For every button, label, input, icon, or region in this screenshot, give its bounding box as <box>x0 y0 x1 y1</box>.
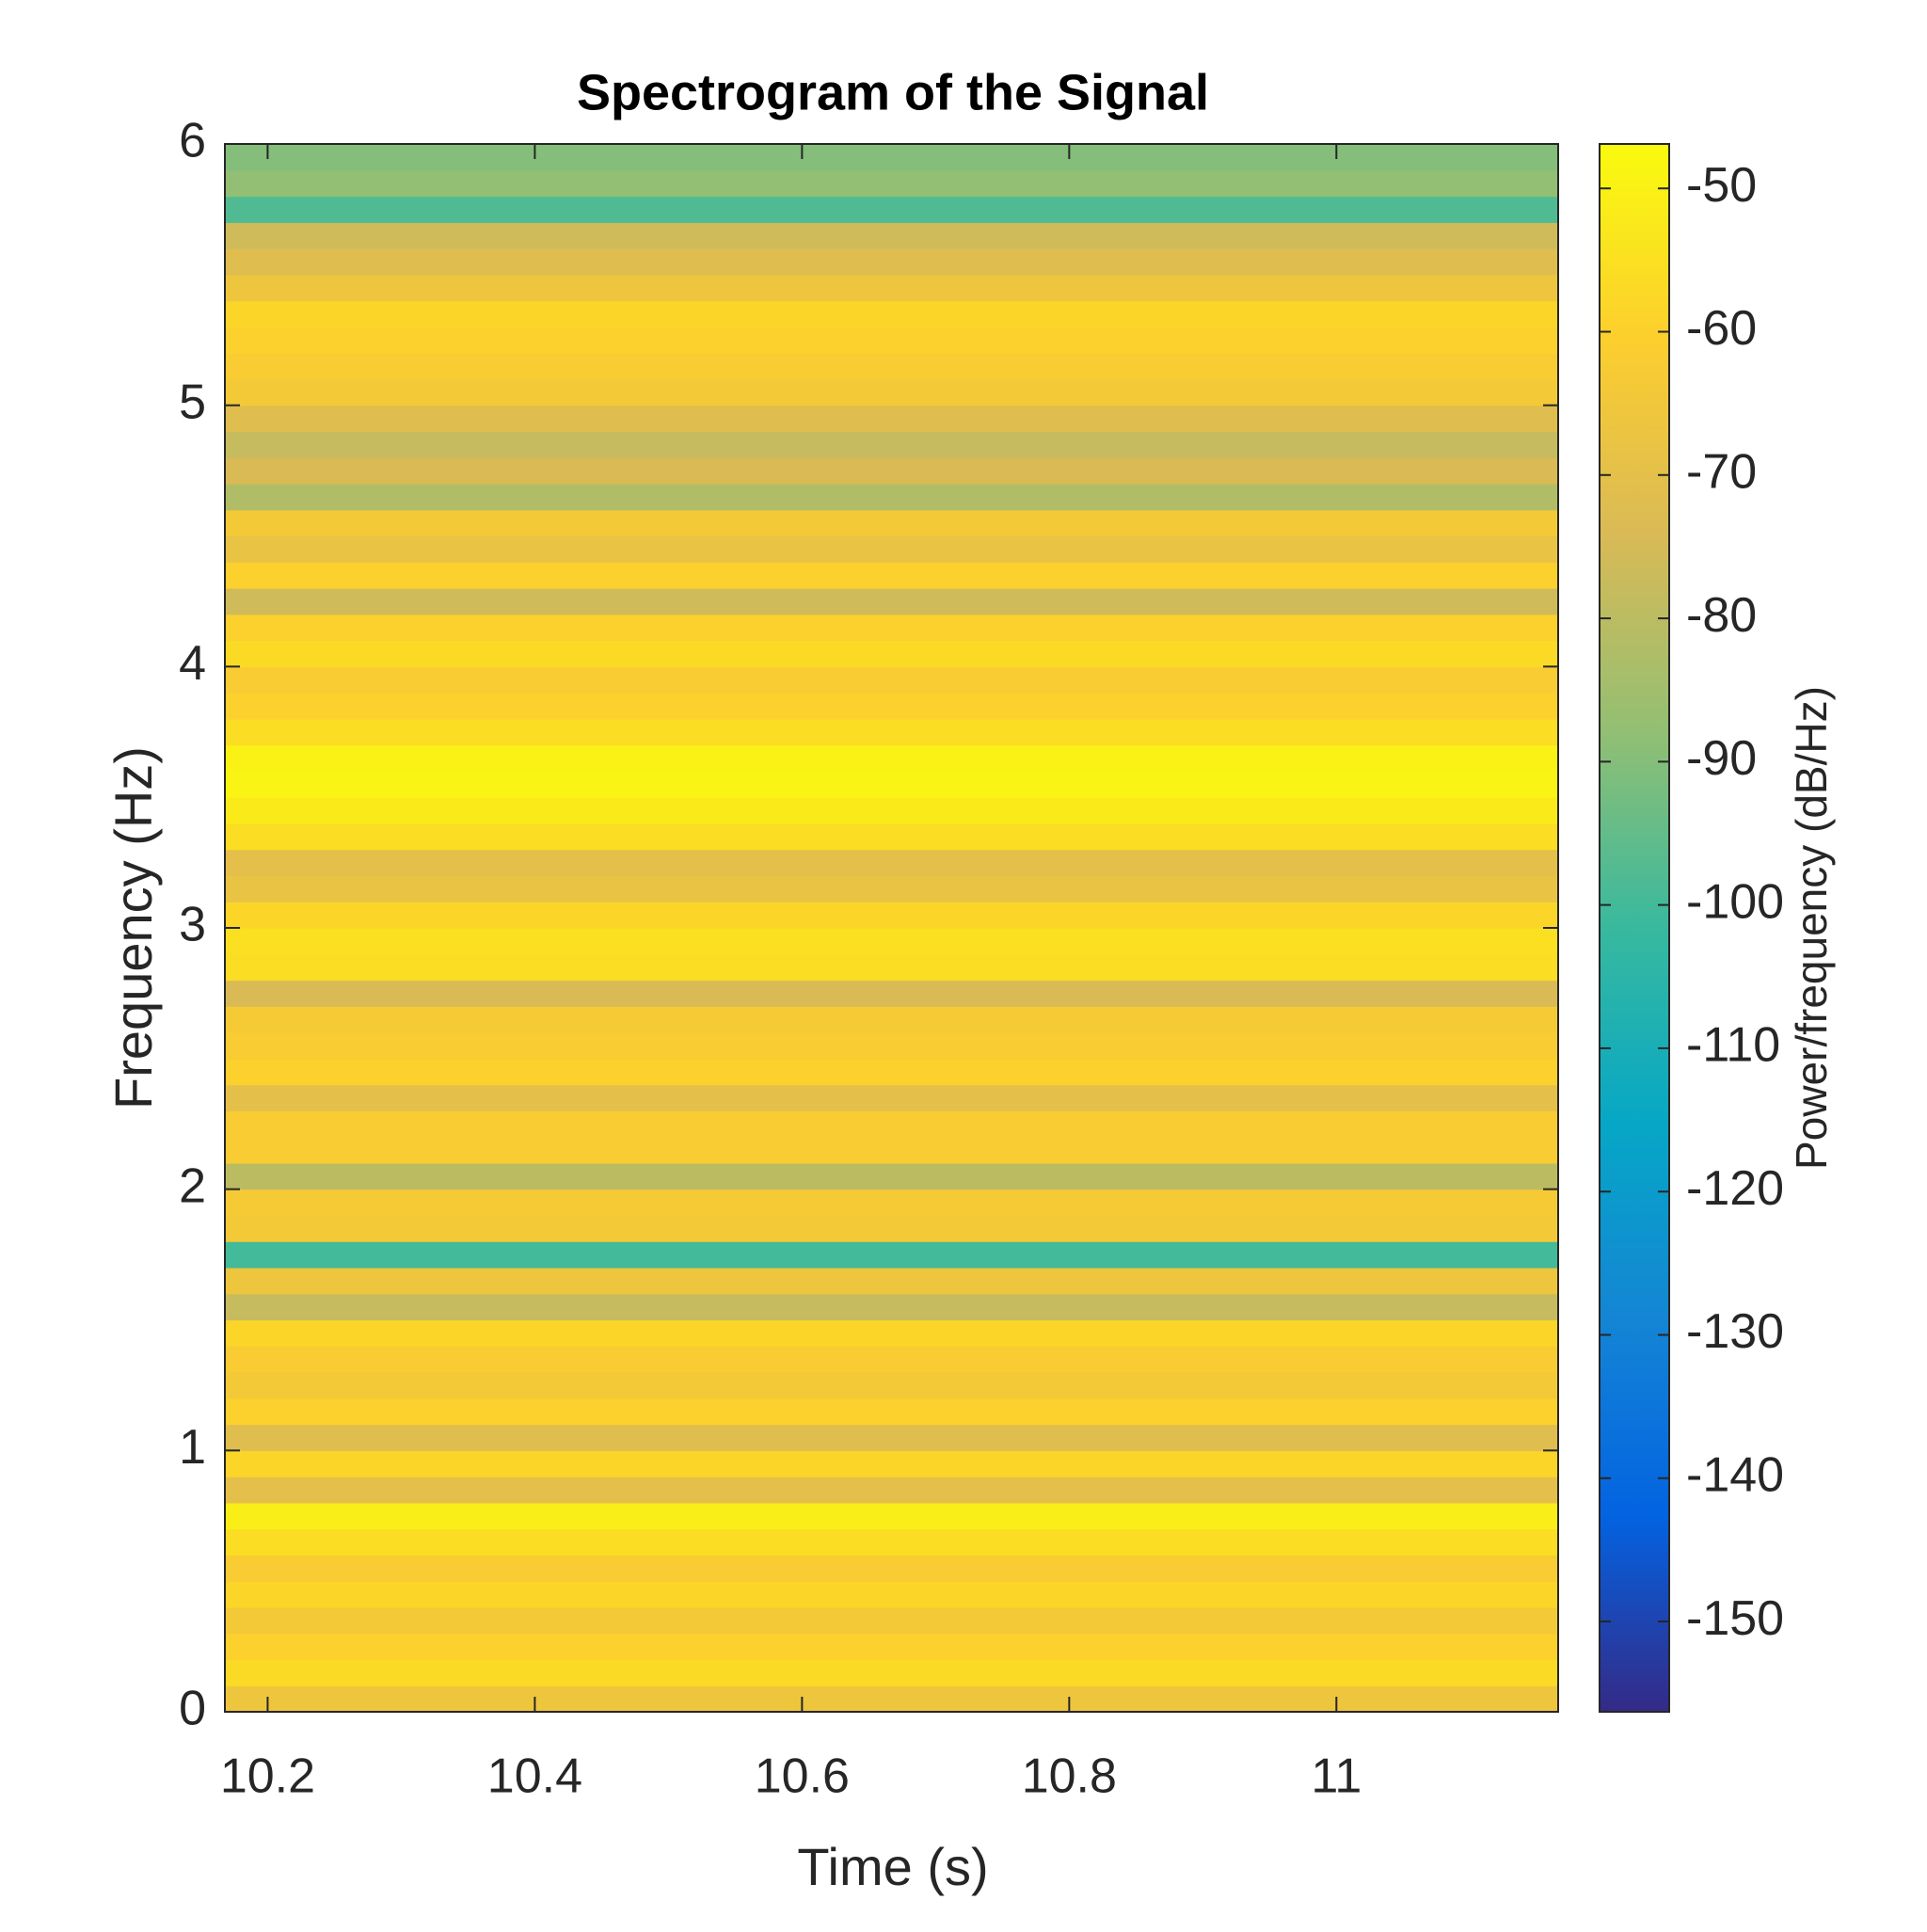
colorbar-tick-label: -80 <box>1686 588 1757 643</box>
heatmap-band <box>225 718 1558 746</box>
heatmap-band <box>225 1502 1558 1530</box>
heatmap-band <box>225 1397 1558 1426</box>
heatmap-band <box>225 1633 1558 1661</box>
x-tick-label: 10.6 <box>755 1749 850 1804</box>
colorbar-tick-label: -90 <box>1686 731 1757 786</box>
heatmap-band <box>225 822 1558 851</box>
heatmap-band <box>225 1189 1558 1217</box>
colorbar-tick-label: -110 <box>1686 1018 1780 1073</box>
heatmap-band <box>225 928 1558 955</box>
heatmap-band <box>225 144 1558 171</box>
heatmap-band <box>225 980 1558 1007</box>
x-axis-label: Time (s) <box>797 1837 988 1896</box>
colorbar-tick-label: -60 <box>1686 301 1757 356</box>
colorbar-tick-label: -100 <box>1686 874 1784 929</box>
heatmap-band <box>225 614 1558 642</box>
y-tick-label: 4 <box>179 636 206 691</box>
heatmap-band <box>225 431 1558 458</box>
heatmap-band <box>225 1319 1558 1347</box>
colorbar-label: Power/frequency (dB/Hz) <box>1787 686 1836 1170</box>
heatmap-band <box>225 353 1558 380</box>
x-tick-label: 11 <box>1311 1749 1362 1804</box>
heatmap-band <box>225 1137 1558 1164</box>
heatmap-band <box>225 483 1558 511</box>
heatmap-band <box>225 849 1558 877</box>
y-axis-label: Frequency (Hz) <box>104 746 163 1110</box>
y-tick-label: 2 <box>179 1158 206 1213</box>
heatmap-band <box>225 1110 1558 1138</box>
heatmap-band <box>225 300 1558 327</box>
colorbar <box>1599 143 1670 1713</box>
heatmap-band <box>225 1372 1558 1399</box>
heatmap-band <box>225 1241 1558 1269</box>
heatmap-band <box>225 457 1558 485</box>
heatmap-band <box>225 902 1558 929</box>
colorbar-tick-label: -50 <box>1686 158 1757 213</box>
heatmap-band <box>225 169 1558 198</box>
heatmap-band <box>225 1685 1558 1713</box>
plot-area <box>225 144 1558 1713</box>
heatmap-band <box>225 222 1558 249</box>
heatmap-band <box>225 274 1558 302</box>
heatmap-band <box>225 1006 1558 1033</box>
heatmap-band <box>225 562 1558 589</box>
colorbar-tick-label: -130 <box>1686 1304 1784 1359</box>
chart-title: Spectrogram of the Signal <box>577 64 1209 120</box>
x-tick-label: 10.4 <box>487 1749 582 1804</box>
heatmap-band <box>225 771 1558 798</box>
heatmap-band <box>225 1084 1558 1111</box>
heatmap-band <box>225 196 1558 223</box>
heatmap-band <box>225 953 1558 982</box>
heatmap-band <box>225 1058 1558 1086</box>
heatmap-band <box>225 1555 1558 1582</box>
heatmap-band <box>225 1450 1558 1477</box>
colorbar-tick-label: -70 <box>1686 445 1757 500</box>
heatmap-band <box>225 693 1558 720</box>
colorbar-tick-label: -120 <box>1686 1161 1784 1216</box>
y-tick-label: 6 <box>179 114 206 168</box>
heatmap-band <box>225 1659 1558 1686</box>
heatmap-band <box>225 509 1558 537</box>
heatmap-band <box>225 1267 1558 1295</box>
heatmap-band <box>225 1293 1558 1321</box>
y-tick-label: 0 <box>179 1682 206 1736</box>
heatmap-band <box>225 1581 1558 1608</box>
y-tick-label: 5 <box>179 375 206 429</box>
heatmap-band <box>225 378 1558 407</box>
colorbar-tick-label: -140 <box>1686 1448 1784 1503</box>
heatmap-band <box>225 1477 1558 1504</box>
heatmap-band <box>225 640 1558 667</box>
heatmap-band <box>225 1162 1558 1190</box>
x-tick-label: 10.2 <box>220 1749 315 1804</box>
heatmap-band <box>225 1424 1558 1451</box>
colorbar-tick-label: -150 <box>1686 1591 1784 1646</box>
heatmap-band <box>225 248 1558 276</box>
heatmap-band <box>225 405 1558 433</box>
heatmap-band <box>225 666 1558 694</box>
heatmap-band <box>225 535 1558 563</box>
y-tick-label: 1 <box>179 1420 206 1475</box>
heatmap-band <box>225 588 1558 615</box>
heatmap-band <box>225 797 1558 824</box>
heatmap-band <box>225 1606 1558 1635</box>
x-tick-label: 10.8 <box>1022 1749 1117 1804</box>
heatmap-band <box>225 1528 1558 1556</box>
heatmap-band <box>225 744 1558 772</box>
heatmap-band <box>225 875 1558 902</box>
heatmap-band <box>225 1032 1558 1060</box>
heatmap-band <box>225 1215 1558 1242</box>
y-tick-label: 3 <box>179 898 206 952</box>
heatmap-band <box>225 1346 1558 1373</box>
heatmap-band <box>225 327 1558 354</box>
